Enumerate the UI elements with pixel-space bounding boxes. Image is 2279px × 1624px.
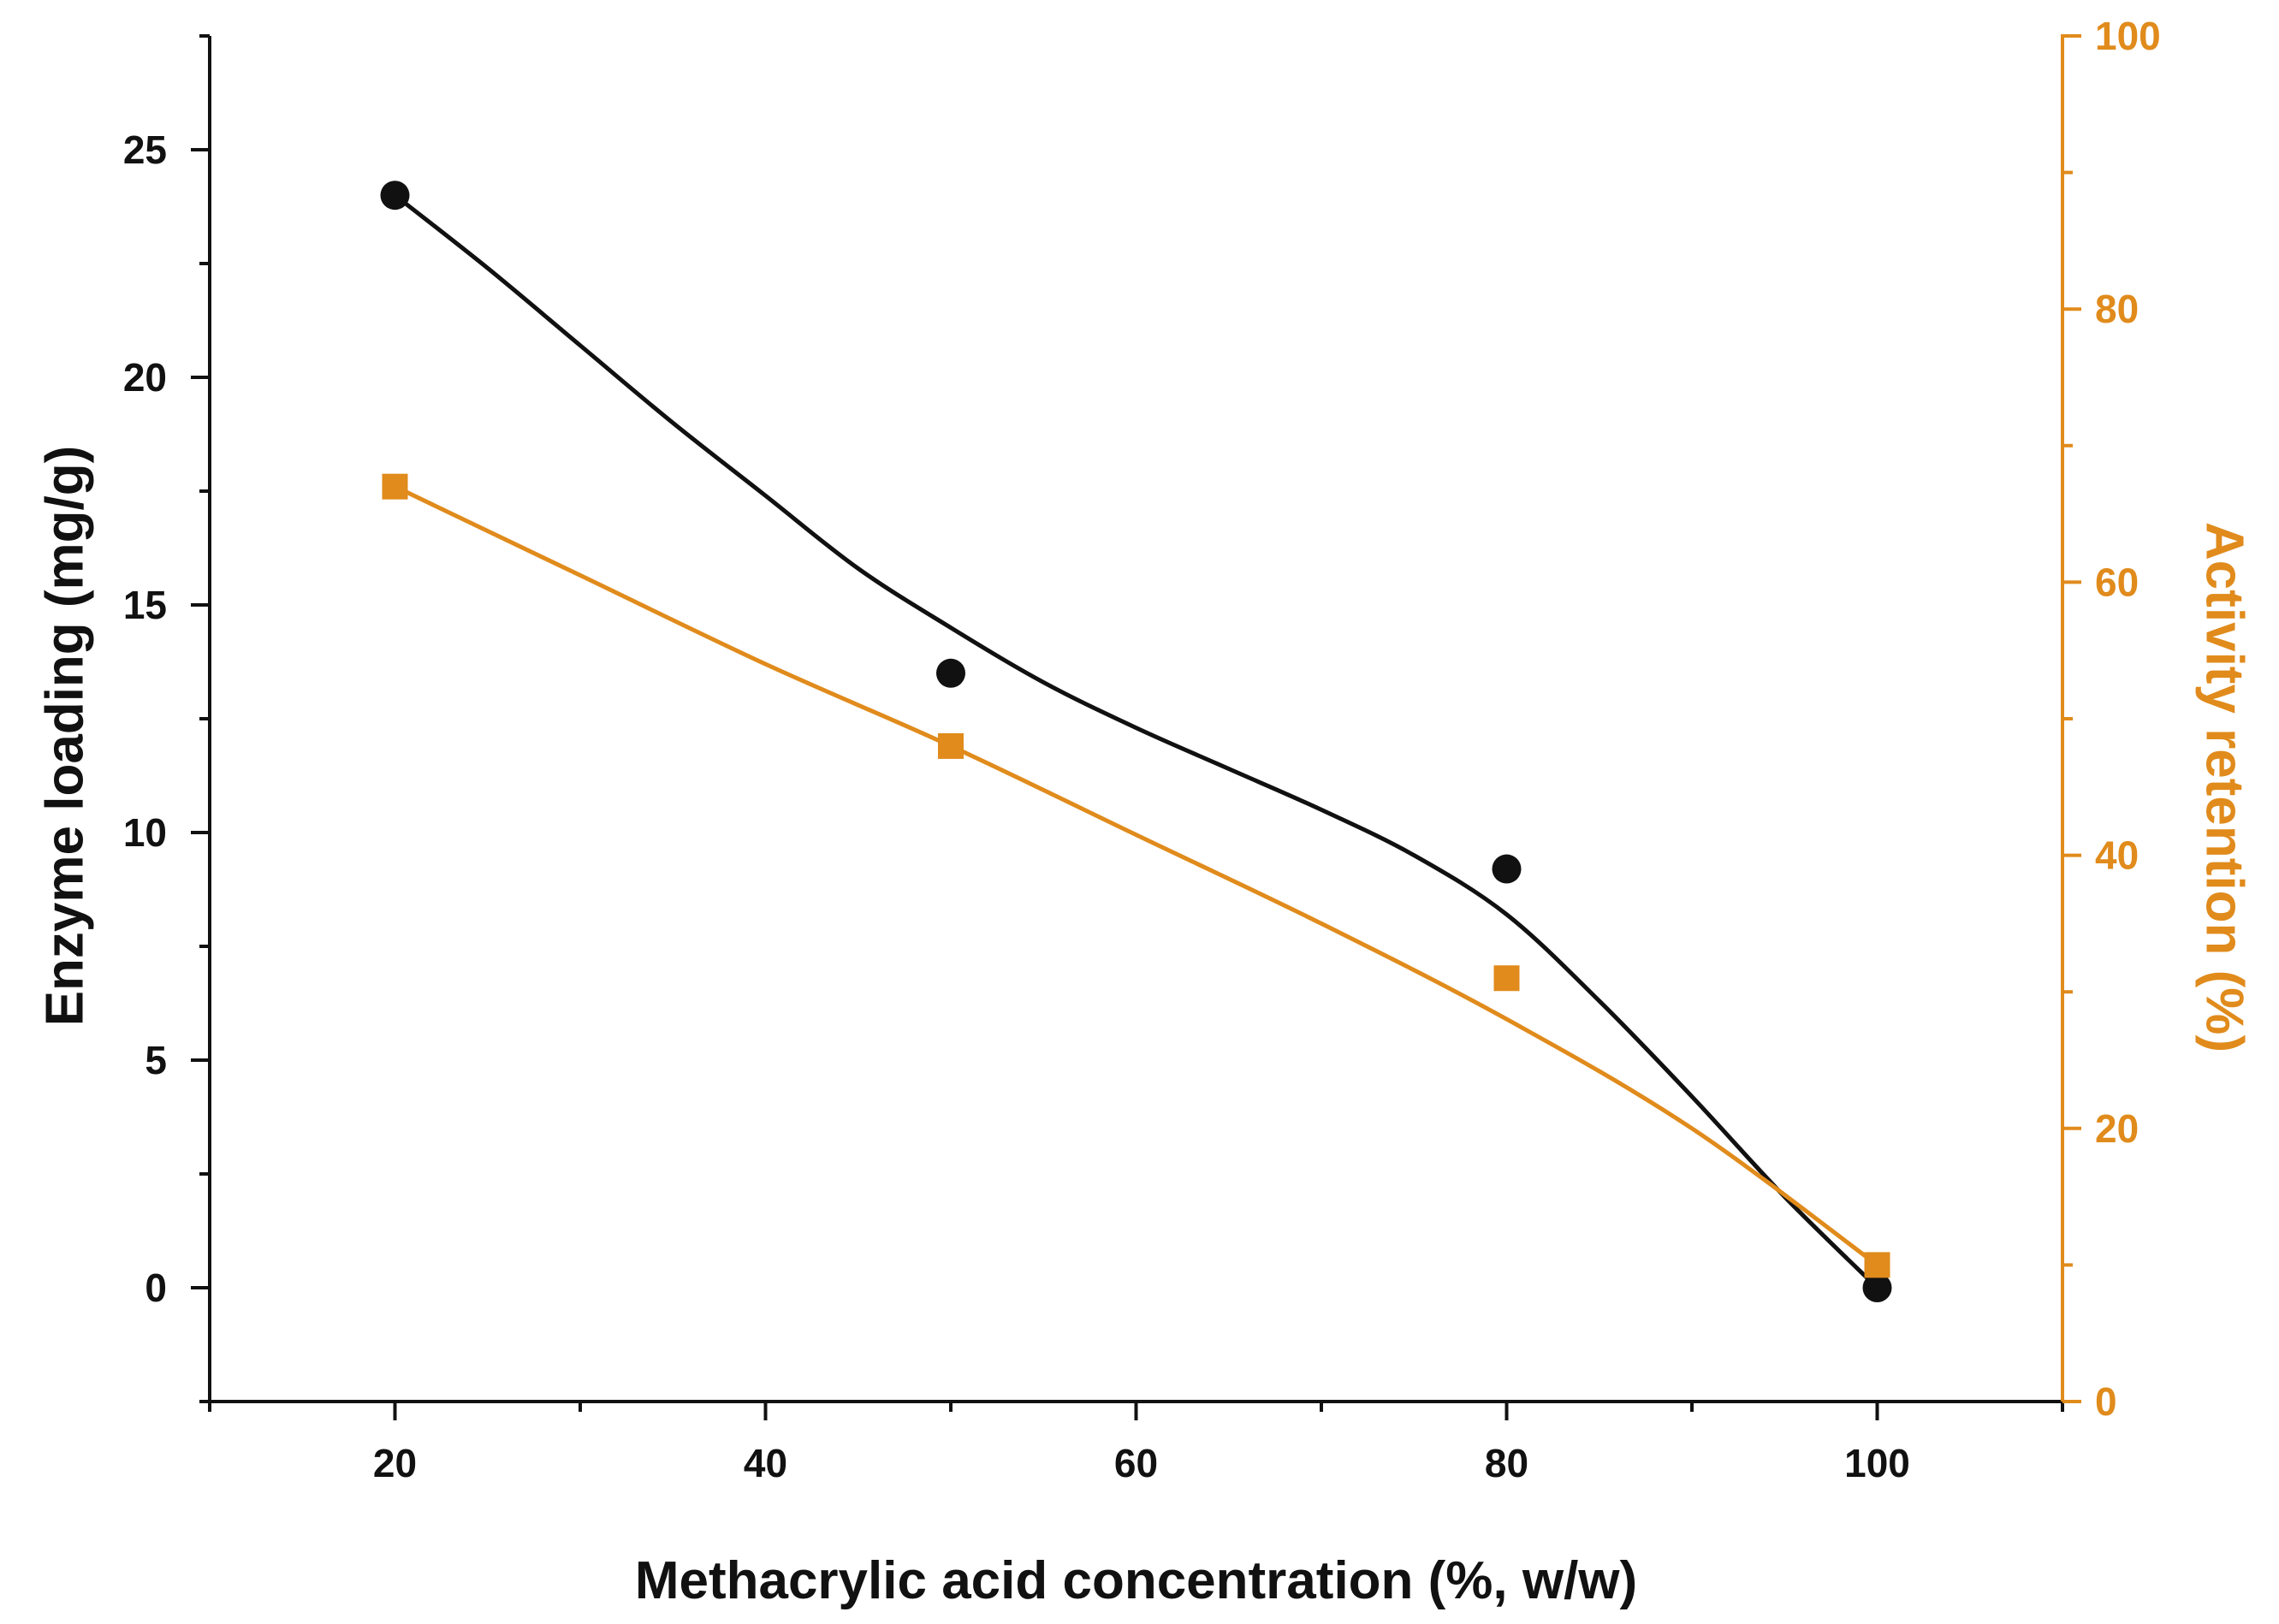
axis-ticks bbox=[191, 34, 2081, 1420]
y-left-tick-label: 5 bbox=[145, 1038, 167, 1082]
enzyme-loading-point bbox=[1492, 854, 1522, 884]
y-left-tick-label: 25 bbox=[123, 127, 167, 172]
activity-retention-point bbox=[938, 732, 964, 759]
enzyme-loading-point bbox=[936, 658, 965, 688]
y-right-tick-label: 0 bbox=[2095, 1379, 2117, 1424]
activity-retention-point bbox=[382, 473, 408, 500]
enzyme-loading-fit-line bbox=[393, 193, 1879, 1290]
x-tick-label: 60 bbox=[1114, 1441, 1158, 1485]
y-right-tick-label: 60 bbox=[2095, 560, 2139, 604]
y-left-tick-label: 0 bbox=[145, 1265, 167, 1310]
fit-curves bbox=[393, 193, 1879, 1290]
activity-retention-point bbox=[1493, 965, 1520, 992]
y-left-tick-label: 15 bbox=[123, 583, 167, 627]
x-tick-label: 100 bbox=[1844, 1441, 1910, 1485]
enzyme-loading-point bbox=[1862, 1273, 1892, 1302]
y-left-tick-label: 20 bbox=[123, 355, 167, 400]
x-tick-label: 20 bbox=[373, 1441, 417, 1485]
activity-retention-fit-line bbox=[393, 484, 1879, 1267]
y-right-tick-label: 100 bbox=[2095, 14, 2161, 58]
activity-retention-point bbox=[1864, 1252, 1890, 1278]
y-right-tick-label: 20 bbox=[2095, 1106, 2139, 1151]
left-y-axis-title: Enzyme loading (mg/g) bbox=[36, 446, 95, 1027]
x-axis-title: Methacrylic acid concentration (%, w/w) bbox=[635, 1551, 1637, 1610]
enzyme-loading-point bbox=[380, 181, 410, 210]
data-markers bbox=[380, 181, 1892, 1302]
y-right-tick-label: 80 bbox=[2095, 287, 2139, 331]
x-tick-label: 80 bbox=[1485, 1441, 1528, 1485]
axis-tick-labels: 20 40 60 80 100 0 5 10 15 20 25 0 20 40 60 80 100 bbox=[123, 14, 2161, 1485]
right-y-axis-title: Activity retention (%) bbox=[2194, 522, 2253, 1052]
x-tick-label: 40 bbox=[744, 1441, 787, 1485]
y-left-tick-label: 10 bbox=[123, 810, 167, 855]
y-right-tick-label: 40 bbox=[2095, 833, 2139, 878]
